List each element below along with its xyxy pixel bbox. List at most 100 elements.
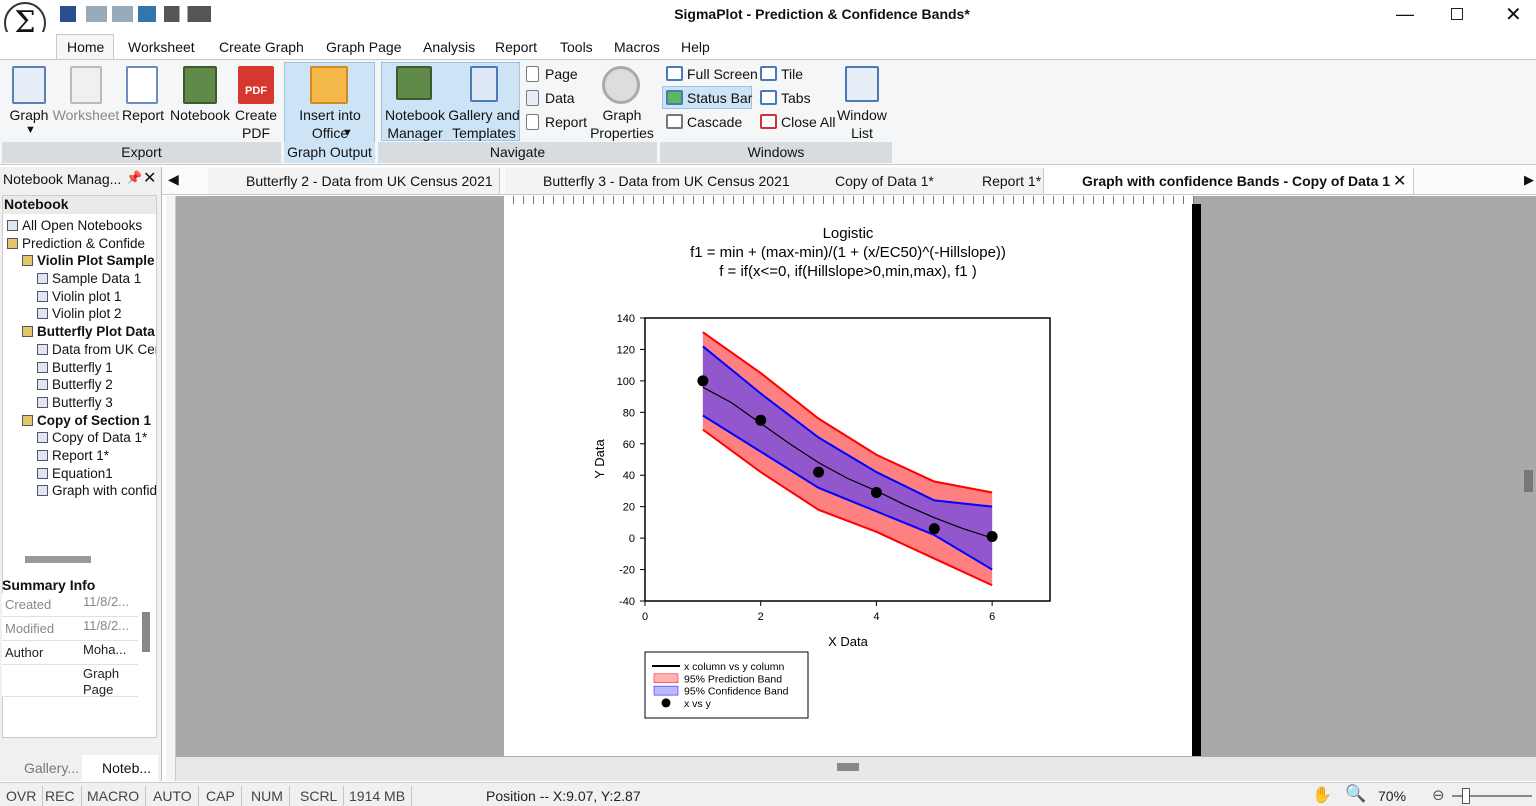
menu-tab[interactable]: Report — [495, 39, 538, 55]
menu-tab[interactable]: Tools — [560, 39, 593, 55]
data-point — [755, 414, 767, 426]
tree-icon — [7, 220, 18, 231]
tree-item[interactable]: Graph with confid — [7, 482, 156, 500]
summary-label: Author — [5, 645, 44, 660]
ribbon-button[interactable]: Tabs — [781, 90, 811, 106]
chart-title: f1 = min + (max-min)/(1 + (x/EC50)^(-Hil… — [690, 244, 1006, 261]
scrollbar-thumb[interactable] — [25, 556, 91, 563]
scrollbar-thumb[interactable] — [837, 763, 859, 771]
ribbon-button[interactable]: Report — [545, 114, 588, 130]
tree-item[interactable]: All Open Notebooks — [7, 217, 156, 235]
ribbon-button[interactable]: Insert into Office — [299, 107, 361, 141]
tree-label: Butterfly 2 — [52, 377, 113, 393]
group-label: Graph Output — [284, 142, 375, 163]
tree-item[interactable]: Butterfly 1 — [7, 359, 156, 377]
ribbon-button[interactable]: Close All — [781, 114, 836, 130]
ribbon-button[interactable]: Page — [545, 66, 578, 82]
menu-tab[interactable]: Analysis — [423, 39, 476, 55]
tree-icon — [37, 343, 48, 355]
document-tab-active[interactable]: Graph with confidence Bands - Copy of Da… — [1044, 168, 1414, 194]
ribbon-button[interactable]: Graph — [9, 107, 49, 123]
menu-tab[interactable]: Graph Page — [326, 39, 402, 55]
document-tab[interactable]: Butterfly 2 - Data from UK Census 2021 — [208, 168, 500, 194]
bottom-tab[interactable]: Noteb... — [82, 755, 158, 781]
menu-tab[interactable]: Create Graph — [219, 39, 304, 55]
tree-item[interactable]: Sample Data 1 — [7, 270, 156, 288]
tree-item[interactable]: Butterfly Plot Data 1 — [7, 323, 156, 341]
menu-tab[interactable]: Worksheet — [128, 39, 195, 55]
tree-item[interactable]: Butterfly 3 — [7, 394, 156, 412]
dropdown-arrow[interactable]: ▼ — [25, 124, 36, 136]
summary-row: Author Moha... — [2, 641, 138, 665]
ribbon-button[interactable]: Full Screen — [687, 66, 758, 82]
ribbon-button[interactable]: Window List — [837, 107, 887, 141]
zoom-tool[interactable]: 🔍 — [1345, 784, 1367, 803]
pan-tool[interactable]: ✋ — [1312, 787, 1332, 804]
ribbon-button[interactable]: Cascade — [687, 114, 743, 130]
tree-item[interactable]: Prediction & Confide — [7, 235, 156, 253]
ribbon-button[interactable]: Data — [545, 90, 575, 106]
tree-item[interactable]: Equation1 — [7, 465, 156, 483]
ribbon-button[interactable]: Notebook — [170, 107, 230, 123]
band-edge — [702, 428, 993, 587]
ribbon-button[interactable]: Status Bar — [687, 90, 753, 106]
ribbon-button[interactable]: Create PDF — [234, 107, 278, 141]
ribbon-button[interactable]: Graph Properties — [590, 107, 654, 141]
summary-label: Created — [5, 597, 52, 612]
document-tab[interactable]: Butterfly 3 - Data from UK Census 2021 — [505, 168, 799, 194]
menu-tab[interactable]: Macros — [614, 39, 660, 55]
y-tick-label: 140 — [617, 313, 635, 325]
tree-item[interactable]: Violin Plot Sample D — [7, 252, 156, 270]
quick-access-toolbar[interactable] — [86, 6, 216, 22]
legend-label: 95% Confidence Band — [684, 686, 789, 698]
menu-tab[interactable]: Home — [67, 39, 105, 55]
tab-close[interactable]: ✕ — [1393, 173, 1407, 190]
y-tick-label: -20 — [619, 565, 635, 577]
y-tick-label: 120 — [617, 344, 635, 356]
data-icon — [526, 90, 539, 106]
panel-close[interactable]: ✕ — [143, 170, 157, 187]
group-label: Export — [2, 142, 281, 163]
document-tab[interactable]: Copy of Data 1* — [797, 168, 945, 194]
y-tick-label: 100 — [617, 376, 635, 388]
tree-item[interactable]: Data from UK Cen — [7, 341, 156, 359]
zoom-out[interactable]: ⊖ — [1432, 787, 1445, 804]
tree-item[interactable]: Butterfly 2 — [7, 376, 156, 394]
scrollbar-thumb[interactable] — [142, 612, 150, 652]
status-indicator: MACRO — [81, 786, 147, 806]
horizontal-ruler — [504, 196, 1194, 204]
ribbon-button[interactable]: Notebook Manager — [385, 107, 445, 141]
zoom-slider[interactable] — [1452, 795, 1532, 797]
bottom-tab[interactable]: Gallery... — [24, 760, 79, 776]
y-tick-label: 80 — [623, 407, 635, 419]
menu-tab[interactable]: Help — [681, 39, 710, 55]
ribbon-button[interactable]: Tile — [781, 66, 804, 82]
tab-scroll-right[interactable]: ▶ — [1524, 172, 1534, 187]
minimize-button[interactable]: — — [1396, 4, 1414, 24]
notebook-manager-icon — [396, 66, 432, 100]
dropdown-arrow[interactable]: ▼ — [342, 127, 353, 139]
x-tick-label: 6 — [989, 611, 995, 623]
band-area — [702, 346, 993, 570]
zoom-slider-thumb[interactable] — [1462, 788, 1470, 804]
ribbon-button[interactable]: Gallery and Templates — [448, 107, 520, 141]
tree-item[interactable]: Copy of Section 1 — [7, 412, 156, 430]
document-tab[interactable]: Report 1* — [944, 168, 1044, 194]
tree-item[interactable]: Copy of Data 1* — [7, 429, 156, 447]
tree-item[interactable]: Violin plot 1 — [7, 288, 156, 306]
status-indicator: CAP — [200, 786, 242, 806]
tree-item[interactable]: Report 1* — [7, 447, 156, 465]
close-button[interactable]: ✕ — [1505, 4, 1522, 26]
maximize-button[interactable] — [1451, 8, 1463, 20]
scrollbar-thumb[interactable] — [1524, 470, 1533, 492]
save-icon[interactable] — [60, 6, 76, 22]
tab-scroll-left[interactable]: ◀ — [168, 171, 179, 187]
ribbon-button[interactable]: Worksheet — [52, 107, 120, 123]
tree-item[interactable]: Violin plot 2 — [7, 305, 156, 323]
x-tick-label: 0 — [642, 611, 648, 623]
ribbon-button[interactable]: Report — [121, 107, 165, 123]
pin-button[interactable]: 📌 — [126, 170, 143, 185]
tree-label: Copy of Data 1* — [52, 430, 148, 446]
y-tick-label: 40 — [623, 470, 635, 482]
cascade-icon — [666, 114, 683, 129]
